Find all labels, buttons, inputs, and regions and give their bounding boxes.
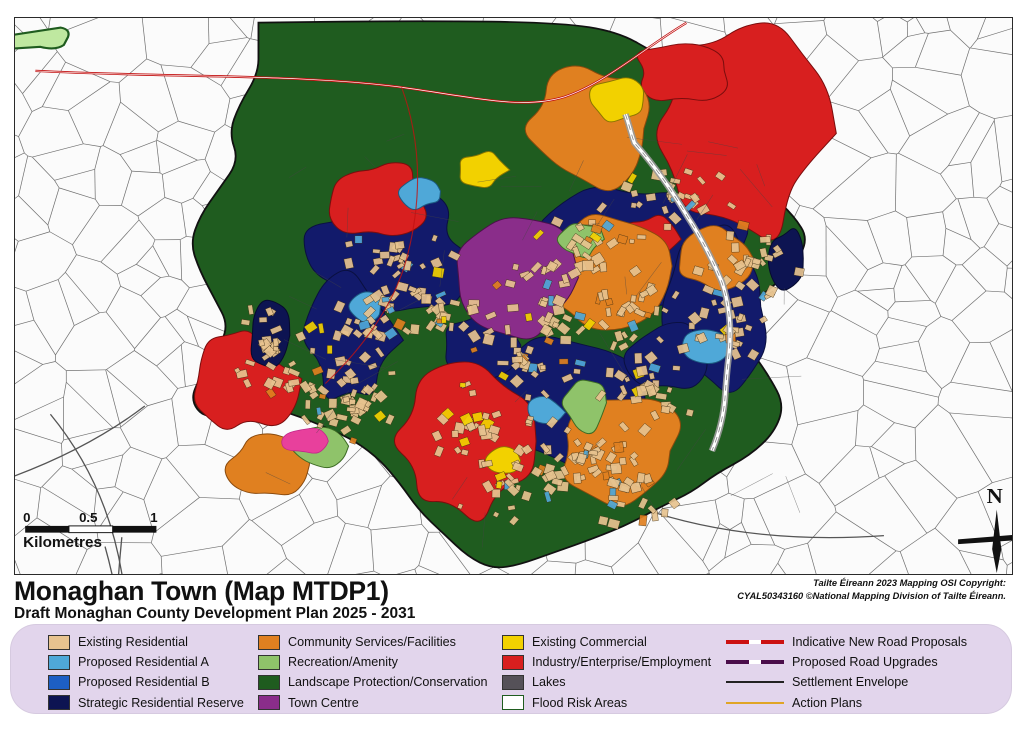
svg-text:0.5: 0.5 bbox=[79, 510, 97, 525]
svg-text:N: N bbox=[987, 484, 1003, 507]
svg-text:0: 0 bbox=[23, 510, 30, 525]
svg-text:1: 1 bbox=[150, 510, 157, 525]
svg-text:Kilometres: Kilometres bbox=[23, 535, 102, 551]
